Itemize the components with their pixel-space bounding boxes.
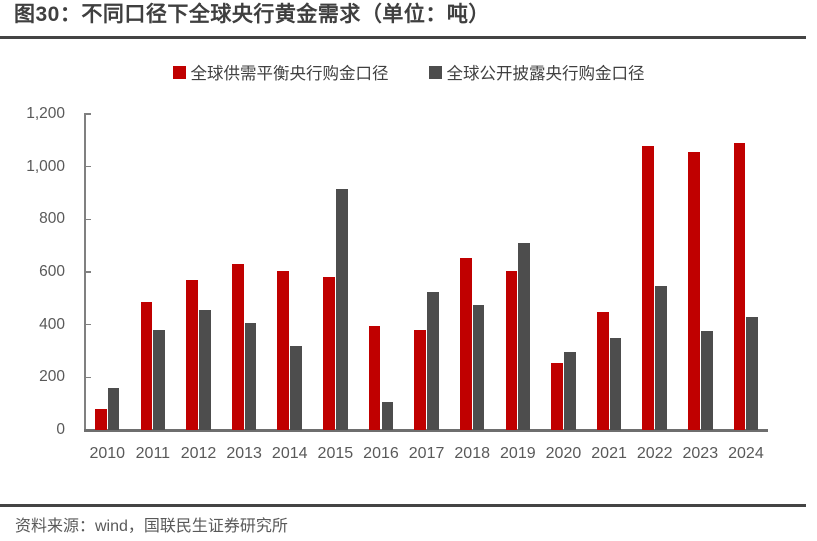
bar-2014-supply-balance — [277, 270, 290, 430]
y-tick-label: 200 — [39, 368, 65, 386]
x-tick-label-2013: 2013 — [226, 445, 262, 462]
bar-2019-disclosed — [518, 243, 531, 430]
x-tick-label-2018: 2018 — [454, 445, 490, 462]
chart-legend: 全球供需平衡央行购金口径 全球公开披露央行购金口径 — [0, 60, 817, 84]
legend-label-disclosed: 全球公开披露央行购金口径 — [446, 65, 645, 83]
bar-2022-disclosed — [655, 286, 667, 430]
legend-swatch-red — [172, 65, 186, 79]
y-tick — [85, 218, 91, 221]
bar-2013-supply-balance — [231, 264, 244, 430]
bar-2021-supply-balance — [596, 311, 609, 430]
x-tick-label-2017: 2017 — [408, 445, 445, 462]
x-tick-label-2023: 2023 — [682, 445, 719, 462]
bar-2021-disclosed — [609, 337, 622, 430]
bar-2011-disclosed — [153, 329, 166, 430]
y-tick-label: 400 — [39, 315, 65, 333]
y-tick — [85, 271, 91, 273]
bar-2020-disclosed — [564, 352, 576, 430]
bar-2011-supply-balance — [140, 302, 153, 430]
x-axis-line — [84, 429, 768, 432]
x-tick-label-2010: 2010 — [89, 445, 126, 462]
legend-item-disclosed: 全球公开披露央行购金口径 — [428, 60, 645, 84]
bar-2010-disclosed — [107, 387, 120, 430]
x-tick-label-2020: 2020 — [545, 445, 582, 462]
y-tick — [85, 323, 91, 326]
bar-2012-disclosed — [199, 310, 211, 430]
y-tick-label: 0 — [56, 421, 65, 438]
source-note: 资料来源：wind，国联民生证券研究所 — [15, 518, 288, 535]
footer-divider — [0, 504, 806, 507]
bar-2017-supply-balance — [414, 329, 427, 430]
x-tick-label-2012: 2012 — [180, 445, 217, 462]
y-tick-label: 600 — [39, 263, 65, 280]
x-tick-label-2019: 2019 — [500, 445, 536, 462]
legend-swatch-gray — [428, 65, 442, 79]
y-tick-label: 800 — [39, 210, 65, 228]
bar-2017-disclosed — [427, 291, 439, 430]
x-tick-label-2022: 2022 — [636, 445, 673, 462]
legend-item-supply-balance: 全球供需平衡央行购金口径 — [172, 60, 389, 84]
bar-2024-disclosed — [746, 316, 759, 430]
x-tick-label-2014: 2014 — [271, 445, 308, 462]
bar-2015-supply-balance — [323, 277, 335, 430]
bar-2010-supply-balance — [95, 408, 107, 430]
bar-2014-disclosed — [290, 345, 302, 430]
bar-2018-supply-balance — [459, 257, 472, 430]
bar-2020-supply-balance — [551, 362, 563, 430]
figure-title: 图30：不同口径下全球央行黄金需求（单位：吨） — [14, 3, 490, 26]
bar-2024-supply-balance — [733, 142, 746, 430]
y-tick-label: 1,200 — [26, 105, 65, 122]
legend-label-supply-balance: 全球供需平衡央行购金口径 — [190, 65, 389, 83]
y-tick — [85, 376, 91, 379]
bar-2016-disclosed — [381, 402, 394, 430]
x-tick-label-2016: 2016 — [363, 445, 399, 462]
bar-2023-disclosed — [700, 331, 713, 430]
x-tick-label-2011: 2011 — [135, 445, 171, 462]
bar-2013-disclosed — [244, 323, 257, 430]
x-tick-label-2021: 2021 — [591, 445, 627, 462]
bar-2018-disclosed — [472, 304, 485, 430]
title-divider — [0, 36, 806, 39]
y-tick-label: 1,000 — [26, 157, 65, 175]
x-tick-label-2015: 2015 — [317, 445, 354, 462]
bar-2023-supply-balance — [688, 152, 700, 430]
y-tick — [85, 113, 91, 115]
y-axis-line — [84, 113, 86, 431]
bar-2022-supply-balance — [642, 145, 655, 430]
bar-2015-disclosed — [335, 189, 348, 430]
bar-2019-supply-balance — [505, 270, 518, 430]
bar-2012-supply-balance — [186, 279, 198, 430]
x-tick-label-2024: 2024 — [728, 445, 764, 462]
bar-2016-supply-balance — [368, 325, 381, 430]
y-tick — [85, 165, 91, 168]
